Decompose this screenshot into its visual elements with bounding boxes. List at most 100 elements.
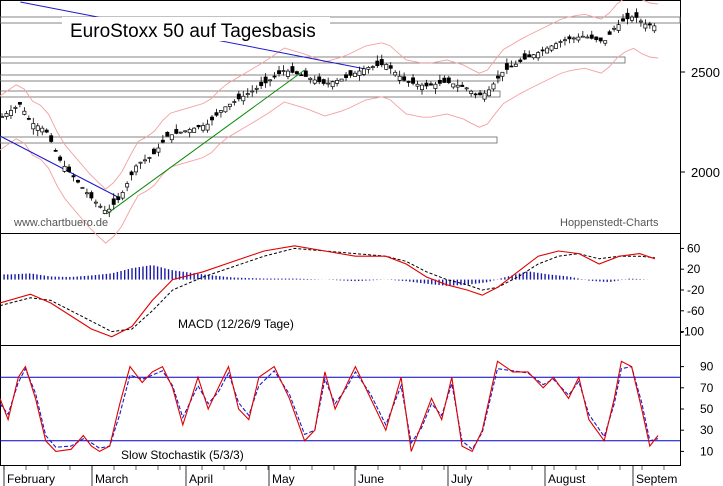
candle-body bbox=[223, 106, 228, 113]
candle-body bbox=[321, 79, 326, 84]
candle-body bbox=[4, 113, 9, 117]
candle-body bbox=[214, 112, 219, 116]
candle-body bbox=[433, 83, 438, 89]
candle-body bbox=[268, 79, 273, 82]
candle-body bbox=[129, 171, 134, 176]
candle-body bbox=[487, 89, 491, 97]
month-label: June bbox=[358, 472, 384, 486]
candle-body bbox=[116, 196, 121, 201]
candle-body bbox=[67, 166, 71, 172]
candle-body bbox=[643, 23, 648, 29]
candle-body bbox=[406, 81, 411, 83]
candle-body bbox=[49, 135, 54, 142]
candle-body bbox=[567, 36, 572, 40]
candle-body bbox=[509, 65, 514, 68]
macd-tick-label: 20 bbox=[687, 262, 701, 276]
candle-body bbox=[339, 78, 344, 82]
candle-body bbox=[245, 93, 250, 95]
candle-body bbox=[160, 139, 165, 143]
candle-body bbox=[330, 81, 335, 88]
candle-body bbox=[420, 84, 424, 90]
candle-body bbox=[263, 76, 268, 84]
candle-body bbox=[281, 70, 286, 72]
macd-series bbox=[0, 245, 656, 338]
candle-body bbox=[98, 205, 103, 208]
source-left: www.chartbuero.de bbox=[13, 217, 108, 229]
candle-body bbox=[205, 123, 210, 131]
candle-body bbox=[415, 83, 420, 87]
candle-body bbox=[585, 36, 590, 39]
candle-body bbox=[384, 64, 389, 70]
candle-body bbox=[286, 70, 290, 77]
candle-body bbox=[576, 36, 581, 41]
lower-band bbox=[0, 47, 659, 244]
candle-body bbox=[335, 80, 340, 84]
candle-body bbox=[464, 87, 469, 90]
candle-body bbox=[187, 129, 192, 134]
chart-title: EuroStoxx 50 auf Tagesbasis bbox=[70, 21, 316, 42]
candle-body bbox=[317, 76, 322, 83]
candle-body bbox=[625, 12, 630, 20]
candle-body bbox=[375, 60, 380, 67]
candle-body bbox=[589, 34, 594, 39]
macd-tick-label: -100 bbox=[680, 325, 704, 339]
upper-band bbox=[0, 0, 659, 190]
candle-body bbox=[361, 68, 366, 75]
candle-body bbox=[111, 198, 116, 205]
candle-body bbox=[192, 127, 197, 133]
stoch-label: Slow Stochastik (5/3/3) bbox=[121, 448, 244, 462]
candle-body bbox=[402, 76, 407, 81]
stochastic-panel bbox=[0, 345, 681, 466]
candle-body bbox=[478, 92, 483, 96]
candle-body bbox=[183, 130, 188, 133]
stoch-d-line bbox=[0, 365, 659, 451]
candle-body bbox=[563, 39, 567, 42]
candle-body bbox=[17, 102, 22, 105]
month-label: April bbox=[189, 472, 213, 486]
month-label: March bbox=[95, 472, 128, 486]
candle-body bbox=[549, 45, 554, 51]
price-series bbox=[0, 0, 681, 244]
candle-body bbox=[424, 82, 429, 87]
candle-body bbox=[169, 134, 174, 141]
candle-body bbox=[353, 72, 357, 77]
candle-body bbox=[482, 92, 487, 100]
month-label: Septem bbox=[636, 472, 677, 486]
candle-body bbox=[303, 70, 308, 77]
support-zone bbox=[0, 16, 681, 24]
candle-body bbox=[178, 131, 183, 134]
candle-body bbox=[428, 83, 433, 86]
candle-body bbox=[250, 90, 255, 93]
candle-body bbox=[93, 201, 98, 204]
price-tick-label: 2500 bbox=[691, 65, 720, 80]
candle-body bbox=[603, 40, 608, 44]
trend-line-down-short bbox=[0, 135, 121, 199]
month-label: February bbox=[7, 472, 55, 486]
candle-body bbox=[151, 148, 156, 155]
candle-body bbox=[196, 124, 201, 128]
candle-body bbox=[580, 35, 585, 38]
candle-body bbox=[125, 183, 130, 188]
candle-body bbox=[598, 37, 603, 42]
macd-signal-line bbox=[0, 247, 655, 333]
candle-body bbox=[236, 93, 241, 100]
candle-body bbox=[491, 83, 496, 90]
candle-body bbox=[165, 131, 170, 137]
candle-body bbox=[442, 77, 447, 83]
macd-line bbox=[0, 245, 656, 338]
stoch-tick-label: 10 bbox=[700, 444, 714, 458]
candle-body bbox=[308, 77, 313, 80]
candle-body bbox=[254, 87, 259, 90]
candle-body bbox=[397, 75, 402, 81]
candle-body bbox=[58, 156, 63, 161]
candle-body bbox=[344, 74, 348, 78]
candle-body bbox=[147, 157, 152, 159]
candle-body bbox=[277, 70, 281, 74]
candle-body bbox=[120, 192, 125, 199]
candle-body bbox=[44, 129, 49, 133]
candle-body bbox=[84, 192, 89, 195]
candle-body bbox=[513, 63, 518, 67]
candle-body bbox=[26, 118, 31, 120]
trend-line-up bbox=[106, 69, 305, 215]
